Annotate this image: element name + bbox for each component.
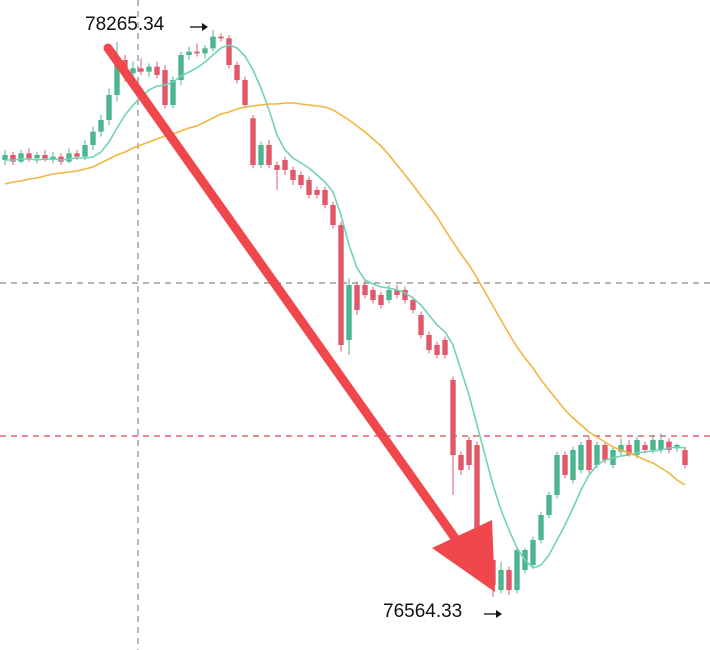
- candle-body: [162, 70, 168, 105]
- candle-body: [450, 380, 456, 455]
- candle-body: [570, 450, 576, 480]
- candle-body: [314, 190, 320, 195]
- candle-body: [66, 153, 72, 162]
- candle-body: [586, 440, 592, 470]
- candle-body: [154, 66, 160, 75]
- candle-body: [98, 120, 104, 132]
- candle-body: [250, 118, 256, 165]
- candle-body: [218, 36, 224, 39]
- candle-body: [210, 36, 216, 49]
- candle-body: [282, 160, 288, 170]
- candle-body: [658, 440, 664, 450]
- candle-body: [106, 95, 112, 120]
- candle-body: [626, 445, 632, 455]
- candle-body: [554, 455, 560, 495]
- candle-body: [330, 205, 336, 225]
- candle-body: [618, 445, 624, 452]
- candle-body: [138, 68, 144, 72]
- candle-body: [146, 66, 152, 72]
- candle-body: [306, 180, 312, 195]
- candle-body: [274, 165, 280, 170]
- candle-body: [594, 445, 600, 465]
- candle-body: [130, 68, 136, 74]
- candle-body: [370, 290, 376, 300]
- candle-body: [26, 153, 32, 159]
- candle-body: [82, 145, 88, 157]
- candle-body: [434, 345, 440, 355]
- candle-body: [258, 145, 264, 165]
- price-annotation: 78265.34: [85, 14, 165, 35]
- price-annotation: 76564.33: [383, 601, 462, 622]
- candle-body: [642, 445, 648, 450]
- candle-body: [202, 48, 208, 54]
- candle-body: [546, 495, 552, 515]
- candle-body: [418, 315, 424, 335]
- candle-body: [666, 441, 672, 450]
- candle-body: [178, 55, 184, 80]
- candle-body: [290, 170, 296, 180]
- candle-body: [410, 300, 416, 310]
- annotations: 78265.34 76564.33: [85, 14, 502, 622]
- candle-body: [562, 455, 568, 475]
- candle-body: [378, 295, 384, 305]
- candle-body: [226, 38, 232, 65]
- candle-body: [114, 60, 120, 95]
- candle-body: [650, 440, 656, 450]
- candle-body: [234, 65, 240, 80]
- annotation-arrow-head: [202, 23, 208, 31]
- candle-body: [354, 285, 360, 310]
- candle-body: [10, 155, 16, 162]
- candles: [2, 29, 688, 597]
- candle-body: [386, 290, 392, 300]
- trend-arrow: [103, 43, 495, 592]
- candle-body: [170, 80, 176, 105]
- price-lines: [0, 282, 710, 437]
- trend-arrow-shaft: [103, 43, 467, 553]
- candle-body: [298, 175, 304, 185]
- candle-body: [42, 155, 48, 160]
- candle-body: [194, 51, 200, 54]
- candle-body: [34, 155, 40, 159]
- candle-body: [682, 450, 688, 465]
- candle-body: [18, 153, 24, 162]
- candle-body: [538, 515, 544, 540]
- candle-body: [466, 440, 472, 465]
- candle-body: [402, 290, 408, 300]
- candle-body: [394, 290, 400, 295]
- candle-body: [266, 145, 272, 165]
- candle-body: [242, 80, 248, 105]
- candle-body: [362, 285, 368, 295]
- candle-body: [514, 550, 520, 590]
- candle-body: [634, 440, 640, 455]
- moving-averages: [4, 44, 686, 569]
- candle-body: [474, 445, 480, 540]
- candle-body: [322, 190, 328, 205]
- candle-body: [426, 335, 432, 350]
- candle-body: [442, 340, 448, 355]
- moving-average-line: [5, 44, 686, 569]
- candle-body: [338, 225, 344, 345]
- candle-body: [530, 540, 536, 565]
- moving-average-line: [4, 102, 686, 486]
- candle-body: [58, 156, 64, 162]
- candle-body: [498, 570, 504, 590]
- candle-body: [2, 155, 8, 160]
- annotation-arrow-head: [496, 610, 502, 618]
- trend-arrow-head: [432, 520, 495, 592]
- candle-body: [346, 285, 352, 340]
- candle-body: [74, 153, 80, 157]
- candle-body: [458, 455, 464, 470]
- candle-body: [506, 570, 512, 590]
- candle-body: [602, 445, 608, 460]
- candle-body: [578, 445, 584, 470]
- candle-body: [186, 51, 192, 55]
- candle-body: [90, 131, 96, 145]
